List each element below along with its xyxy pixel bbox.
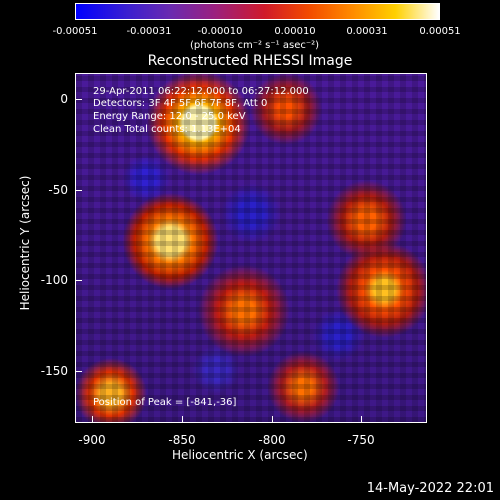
x-tick-mark xyxy=(272,416,273,422)
x-tick-label: -800 xyxy=(258,433,286,447)
x-tick-mark xyxy=(361,416,362,422)
x-tick-label: -900 xyxy=(78,433,106,447)
y-tick-mark xyxy=(76,371,82,372)
x-tick-mark xyxy=(182,416,183,422)
colorbar-tick-label: 0.00051 xyxy=(419,26,461,37)
y-tick-mark xyxy=(76,99,82,100)
annotation-clean: Clean Total counts: 1.13E+04 xyxy=(93,124,241,135)
y-tick-mark xyxy=(76,190,82,191)
x-axis-label: Heliocentric X (arcsec) xyxy=(172,448,308,462)
x-tick-label: -850 xyxy=(168,433,196,447)
y-tick-label: -100 xyxy=(40,273,68,287)
timestamp: 14-May-2022 22:01 xyxy=(366,481,494,496)
colorbar xyxy=(75,3,440,20)
colorbar-unit: (photons cm⁻² s⁻¹ asec⁻²) xyxy=(190,40,320,51)
y-axis-label: Heliocentric Y (arcsec) xyxy=(18,175,32,311)
y-tick-label: 0 xyxy=(60,92,68,106)
y-tick-mark xyxy=(76,280,82,281)
y-tick-label: -50 xyxy=(48,183,68,197)
rhessi-image xyxy=(75,73,427,423)
annotation-energy: Energy Range: 12.0 - 25.0 keV xyxy=(93,111,246,122)
x-tick-label: -750 xyxy=(347,433,375,447)
image-texture xyxy=(76,74,426,422)
annotation-peak: Position of Peak = [-841,-36] xyxy=(93,397,237,408)
colorbar-tick-label: 0.00010 xyxy=(274,26,316,37)
colorbar-tick-label: -0.00010 xyxy=(197,26,243,37)
y-tick-label: -150 xyxy=(40,364,68,378)
plot-title: Reconstructed RHESSI Image xyxy=(147,53,353,69)
annotation-time: 29-Apr-2011 06:22:12.000 to 06:27:12.000 xyxy=(93,86,309,97)
annotation-detectors: Detectors: 3F 4F 5F 6F 7F 8F, Att 0 xyxy=(93,98,268,109)
x-tick-mark xyxy=(92,416,93,422)
colorbar-tick-label: 0.00031 xyxy=(346,26,388,37)
colorbar-tick-label: -0.00051 xyxy=(52,26,98,37)
colorbar-tick-label: -0.00031 xyxy=(126,26,172,37)
image-map xyxy=(76,74,426,422)
